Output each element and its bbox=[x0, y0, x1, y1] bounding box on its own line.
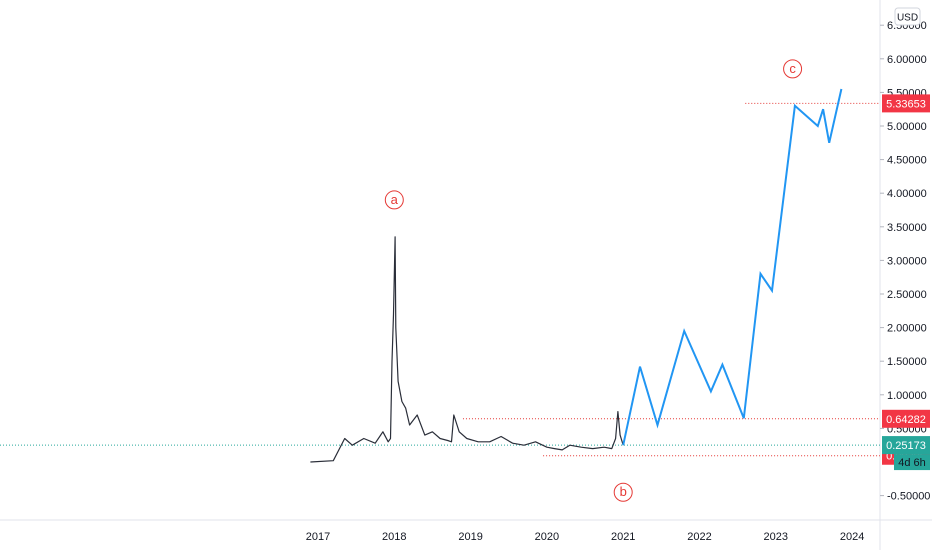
countdown-text: 4d 6h bbox=[898, 457, 926, 469]
countdown-box bbox=[894, 454, 930, 471]
y-tick-label: 3.50000 bbox=[887, 222, 927, 234]
y-tick-label: 4.50000 bbox=[887, 155, 927, 167]
y-tick-label: -0.50000 bbox=[887, 491, 930, 503]
wave-labels: a b c bbox=[384, 59, 803, 502]
y-tick-label: 2.00000 bbox=[887, 323, 927, 335]
current-price-tag-box bbox=[882, 436, 930, 455]
horizontal-levels bbox=[0, 102, 880, 457]
x-tick-label: 2020 bbox=[535, 531, 559, 543]
y-tick-label: 5.00000 bbox=[887, 121, 927, 133]
y-tick-label: 6.00000 bbox=[887, 54, 927, 66]
level-price-tag-text: 5.33653 bbox=[886, 98, 926, 110]
x-tick-label: 2018 bbox=[382, 531, 406, 543]
wave-label-circle bbox=[783, 59, 803, 79]
x-tick-label: 2022 bbox=[687, 531, 711, 543]
wave-label-text: b bbox=[620, 484, 627, 499]
y-tick-label: 3.00000 bbox=[887, 255, 927, 267]
y-tick-label: 4.00000 bbox=[887, 188, 927, 200]
currency-button-box[interactable] bbox=[894, 7, 921, 26]
wave-label-circle bbox=[613, 482, 633, 502]
current-price-tag-text: 0.25173 bbox=[886, 440, 926, 452]
y-tick-label: 1.50000 bbox=[887, 356, 927, 368]
wave-label-text: a bbox=[391, 192, 399, 207]
x-tick-label: 2017 bbox=[306, 531, 330, 543]
series-layer bbox=[310, 88, 843, 463]
y-tick-label: 2.50000 bbox=[887, 289, 927, 301]
x-tick-label: 2024 bbox=[840, 531, 864, 543]
projection-series-line bbox=[622, 88, 843, 446]
time-axis[interactable]: 2017 2018 2019 2020 2021 2022 2023 2024 bbox=[306, 531, 865, 543]
price-axis[interactable]: -0.500000.500001.000001.500002.000002.50… bbox=[880, 20, 930, 503]
level-price-tag-text: 0.64282 bbox=[886, 414, 926, 426]
currency-button[interactable]: USD bbox=[894, 7, 921, 26]
wave-label-text: c bbox=[789, 61, 796, 76]
level-price-tag-box bbox=[882, 94, 930, 113]
price-series-line bbox=[310, 236, 624, 463]
y-tick-label: 1.00000 bbox=[887, 390, 927, 402]
wave-label-circle bbox=[384, 190, 404, 210]
level-price-tag-box bbox=[882, 409, 930, 428]
x-tick-label: 2021 bbox=[611, 531, 635, 543]
currency-button-label[interactable]: USD bbox=[897, 13, 918, 24]
x-tick-label: 2023 bbox=[764, 531, 788, 543]
x-tick-label: 2019 bbox=[458, 531, 482, 543]
